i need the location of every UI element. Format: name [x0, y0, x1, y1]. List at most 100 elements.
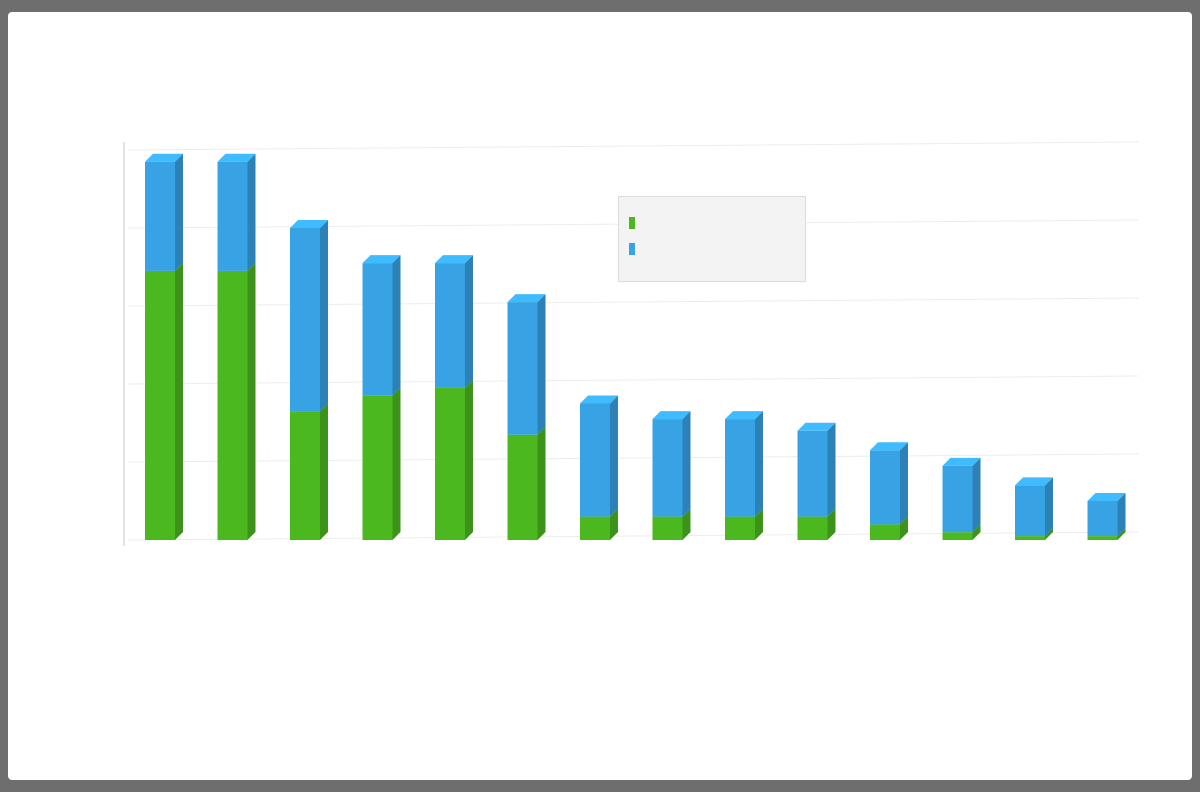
bar-top — [725, 411, 763, 420]
bar-face — [725, 419, 755, 517]
bar-face — [652, 419, 683, 517]
bar-top — [1015, 477, 1053, 486]
bar-face — [217, 270, 248, 540]
bar-face — [290, 411, 320, 540]
bar-side — [320, 220, 328, 412]
bar-side — [537, 294, 546, 435]
bar-top — [217, 153, 256, 162]
bar-segment-series-2 — [435, 255, 473, 388]
bar-face — [580, 403, 610, 517]
bar-face — [145, 270, 175, 540]
bar-segment-series-1 — [580, 508, 618, 540]
bar-face — [507, 302, 538, 435]
gridline — [127, 297, 1139, 307]
bar-side — [682, 508, 691, 540]
bar-segment-series-1 — [870, 516, 908, 540]
bar-face — [652, 516, 683, 540]
bar-top — [362, 255, 401, 264]
gridline — [127, 531, 1139, 541]
bar-side — [755, 411, 763, 517]
bar-face — [1015, 536, 1045, 540]
bar-series — [145, 153, 1126, 540]
bar-side — [972, 524, 981, 540]
bar-side — [682, 411, 691, 517]
bar-face — [580, 516, 610, 540]
bar-segment-series-1 — [435, 379, 473, 540]
bar-side — [610, 395, 618, 517]
bar-side — [1045, 528, 1053, 540]
bar-face — [1015, 485, 1045, 537]
bar-top — [290, 220, 328, 228]
bar-top — [942, 457, 981, 466]
gridline — [127, 375, 1139, 385]
bar-segment-series-2 — [290, 220, 328, 412]
bar-segment-series-2 — [870, 442, 908, 525]
bar-segment-series-2 — [362, 255, 401, 396]
bar-segment-series-2 — [725, 411, 763, 517]
bar-segment-series-2 — [1015, 477, 1053, 537]
bar-side — [175, 153, 183, 271]
bar-side — [537, 426, 546, 540]
bar-side — [755, 508, 763, 540]
bar-side — [175, 262, 183, 540]
bar-top — [145, 153, 183, 162]
bar-segment-series-1 — [652, 508, 691, 540]
bar-segment-series-1 — [1087, 528, 1126, 540]
bar-top — [435, 255, 473, 264]
bar-side — [900, 516, 908, 540]
bar-face — [362, 263, 393, 396]
bar-side — [392, 387, 401, 540]
bar-segment-series-1 — [145, 262, 183, 540]
bar-segment-series-1 — [942, 524, 981, 540]
bar-face — [1087, 501, 1118, 537]
bar-segment-series-2 — [1087, 493, 1126, 537]
bar-side — [1045, 477, 1053, 537]
bar-face — [290, 228, 320, 412]
bar-segment-series-2 — [145, 153, 183, 271]
bar-top — [1087, 493, 1126, 501]
bar-side — [320, 403, 328, 540]
bar-top — [870, 442, 908, 451]
bar-top — [797, 422, 836, 431]
gridline — [127, 453, 1139, 463]
bar-face — [435, 387, 465, 540]
bar-segment-series-2 — [507, 294, 546, 435]
legend-swatch-series-1 — [629, 217, 635, 229]
chart-legend — [618, 196, 806, 282]
bar-side — [1117, 493, 1126, 537]
bar-face — [217, 161, 248, 271]
bar-segment-series-2 — [652, 411, 691, 517]
bar-side — [247, 262, 256, 540]
bar-side — [392, 255, 401, 396]
bar-segment-series-1 — [217, 262, 256, 540]
bar-face — [797, 516, 828, 540]
bar-side — [827, 422, 836, 517]
bar-face — [725, 516, 755, 540]
bar-segment-series-1 — [362, 387, 401, 540]
gridline — [127, 141, 1139, 151]
bar-segment-series-1 — [1015, 528, 1053, 540]
bar-side — [827, 508, 836, 540]
bar-face — [507, 434, 538, 540]
bar-face — [870, 524, 900, 540]
bar-side — [610, 508, 618, 540]
bar-face — [942, 532, 973, 540]
bar-segment-series-1 — [725, 508, 763, 540]
legend-swatch-series-2 — [629, 243, 635, 255]
bar-segment-series-1 — [290, 403, 328, 540]
bar-face — [797, 430, 828, 517]
bar-face — [942, 465, 973, 533]
bar-side — [1117, 528, 1126, 540]
bar-segment-series-2 — [797, 422, 836, 517]
bar-segment-series-2 — [217, 153, 256, 271]
bar-segment-series-2 — [942, 457, 981, 533]
bar-face — [1087, 536, 1118, 540]
bar-face — [145, 161, 175, 271]
bar-side — [465, 379, 473, 540]
bar-face — [435, 263, 465, 388]
bar-side — [900, 442, 908, 525]
bar-face — [362, 395, 393, 540]
bar-top — [652, 411, 691, 420]
